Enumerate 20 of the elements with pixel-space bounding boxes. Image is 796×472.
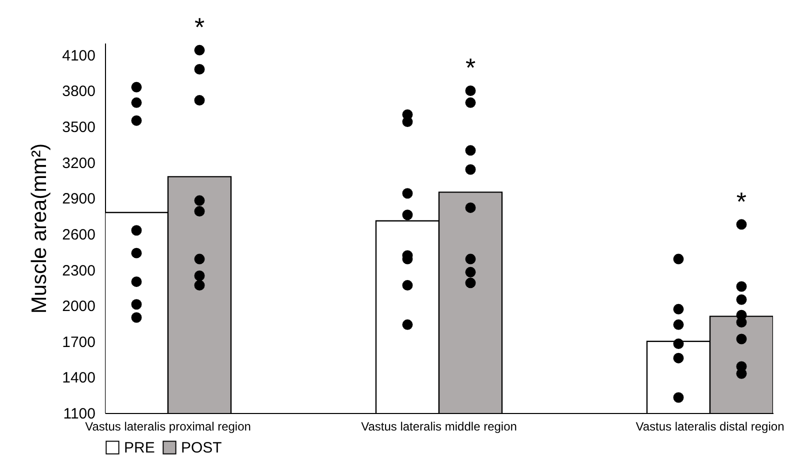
legend-label: POST bbox=[181, 440, 222, 457]
annotation: * bbox=[736, 186, 747, 216]
y-tick-label: 2300 bbox=[62, 262, 96, 280]
y-tick-label: 3500 bbox=[62, 119, 96, 136]
y-tick-label: 4100 bbox=[62, 47, 96, 64]
y-tick-label: 2600 bbox=[62, 226, 96, 244]
y-tick-label: 1100 bbox=[63, 406, 96, 422]
y-tick-label: 2900 bbox=[62, 190, 96, 208]
x-tick-label: Vastus lateralis middle region bbox=[361, 420, 517, 434]
y-tick-label: 3200 bbox=[62, 154, 96, 172]
annotation: * bbox=[465, 52, 476, 83]
y-tick-label: 1400 bbox=[62, 370, 96, 387]
legend-label: PRE bbox=[124, 440, 155, 457]
y-tick-label: 3800 bbox=[62, 83, 96, 100]
y-tick-label: 1700 bbox=[62, 334, 96, 351]
y-axis-title: Muscle area(mm²) bbox=[28, 143, 52, 314]
y-tick-label: 2000 bbox=[62, 298, 96, 316]
text: * bbox=[194, 12, 205, 42]
x-tick-label: Vastus lateralis distal region bbox=[636, 420, 784, 434]
x-tick-label: Vastus lateralis proximal region bbox=[85, 420, 251, 434]
